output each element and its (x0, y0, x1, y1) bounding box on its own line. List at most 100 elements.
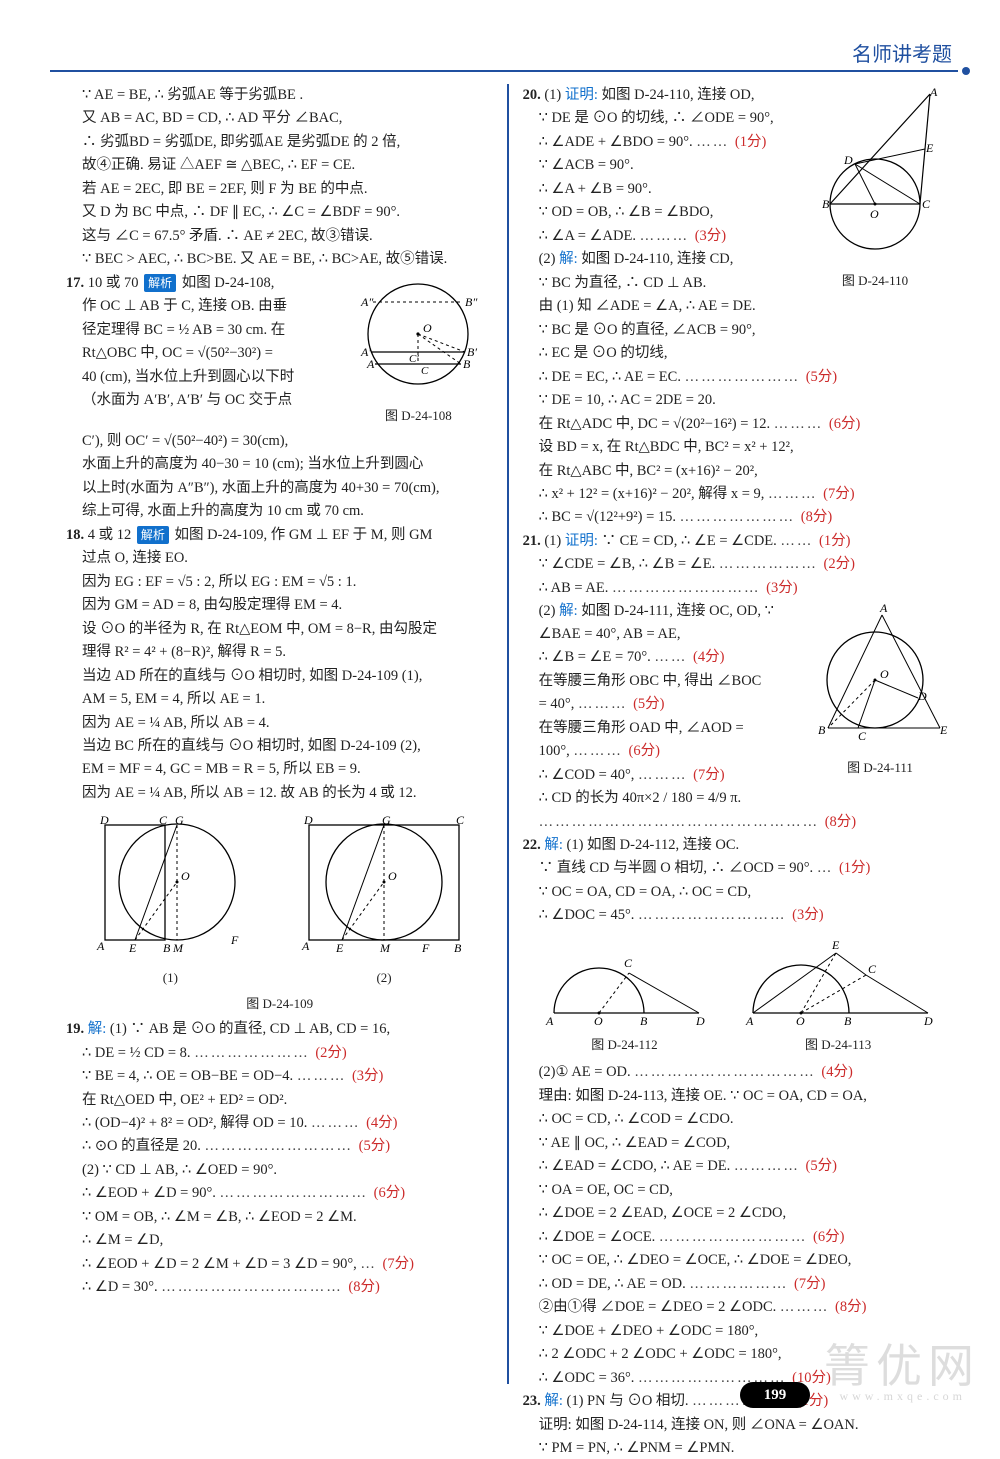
text-line: ∵ 直线 CD 与半圆 O 相切, ∴ ∠OCD = 90°. … (1分) (523, 857, 950, 879)
dots: ………………… (194, 1045, 315, 1061)
text-line: ∵ BE = 4, ∴ OE = OB−BE = OD−4. ……… (3分) (66, 1065, 493, 1087)
dots: ……………………… (612, 580, 766, 596)
solution-label: 解: (559, 603, 578, 619)
dots: ……… (780, 1299, 835, 1315)
text-line: 若 AE = 2EC, 即 BE = 2EF, 则 F 为 BE 的中点. (66, 178, 493, 200)
text: ∴ BC = √(12²+9²) = 15. (539, 509, 676, 525)
svg-text:C: C (421, 365, 429, 377)
figure-caption: 图 D-24-108 (343, 406, 493, 426)
text-line: 故④正确. 易证 △AEF ≅ △BEC, ∴ EF = CE. (66, 154, 493, 176)
text: ∵ 直线 CD 与半圆 O 相切, ∴ ∠OCD = 90°. (539, 860, 814, 876)
analysis-badge: 解析 (144, 274, 176, 293)
dots: …………………………………………… (539, 814, 825, 830)
score: (4分) (366, 1115, 397, 1131)
text: (2) (539, 251, 556, 267)
dots: ……… (640, 228, 695, 244)
text-line: ∵ OC = OA, CD = OA, ∴ OC = CD, (523, 881, 950, 903)
score: (6分) (374, 1185, 405, 1201)
dots: …………………………… (161, 1279, 348, 1295)
text: ∴ AB = AE. (539, 580, 609, 596)
text-line: (2)① AE = OD. …………………………… (4分) (523, 1061, 950, 1083)
svg-text:O: O (388, 869, 397, 883)
text: 100°, (539, 743, 570, 759)
text: (1) ∵ AB 是 ⊙O 的直径, CD ⊥ AB, CD = 16, (110, 1021, 390, 1037)
text-line: 当边 AD 所在的直线与 ⊙O 相切时, 如图 D-24-109 (1), (66, 665, 493, 687)
text-line: ∵ AE ∥ OC, ∴ ∠EAD = ∠COD, (523, 1132, 950, 1154)
q-number: 18. (66, 527, 84, 543)
text-line: (2) ∵ CD ⊥ AB, ∴ ∠OED = 90°. (66, 1159, 493, 1181)
text-line: ∴ ∠D = 30°. …………………………… (8分) (66, 1276, 493, 1298)
text-line: ∴ BC = √(12²+9²) = 15. ………………… (8分) (523, 506, 950, 528)
svg-text:A: A (929, 85, 938, 99)
text: ∴ ∠B = ∠E = 70°. (539, 649, 651, 665)
text: 如图 D-24-109, 作 GM ⊥ EF 于 M, 则 GM (175, 527, 433, 543)
svg-text:O: O (880, 667, 889, 681)
text-line: ∴ OC = CD, ∴ ∠COD = ∠CDO. (523, 1108, 950, 1130)
svg-text:B: B (454, 941, 462, 955)
text-line: 理由: 如图 D-24-113, 连接 OE. ∵ OC = OA, CD = … (523, 1085, 950, 1107)
text-line: 由 (1) 知 ∠ADE = ∠A, ∴ AE = DE. (523, 295, 950, 317)
q-number: 23. (523, 1393, 541, 1409)
text: ∴ ∠DOE = ∠OCE. (539, 1229, 656, 1245)
score: (4分) (693, 649, 724, 665)
text-line: ∴ CD 的长为 40π×2 / 180 = 4/9 π. (523, 787, 950, 809)
figure-caption: 图 D-24-111 (810, 758, 950, 778)
dots: ……… (774, 416, 829, 432)
svg-text:B: B (818, 723, 826, 737)
svg-text:B: B (822, 197, 830, 211)
text: 如图 D-24-108, (182, 275, 275, 291)
score: (3分) (792, 907, 823, 923)
score: (7分) (693, 767, 724, 783)
text: ∴ ∠ODC = 36°. (539, 1370, 635, 1386)
text: ∵ ∠CDE = ∠B, ∴ ∠B = ∠E. (539, 556, 716, 572)
text: ∴ DE = ½ CD = 8. (82, 1045, 191, 1061)
score: (8分) (825, 814, 856, 830)
text-line: 在 Rt△ABC 中, BC² = (x+16)² − 20², (523, 460, 950, 482)
score: (3分) (695, 228, 726, 244)
score: (3分) (766, 580, 797, 596)
proof-label: 证明: (565, 87, 598, 103)
svg-text:D: D (695, 1014, 705, 1028)
svg-text:A: A (96, 939, 105, 953)
score: (7分) (383, 1256, 414, 1272)
text: = 40°, (539, 696, 575, 712)
svg-text:D: D (99, 813, 109, 827)
score: (6分) (829, 416, 860, 432)
dots: ……………………… (220, 1185, 374, 1201)
dots: … (817, 860, 839, 876)
score: (1分) (839, 860, 870, 876)
left-column: ∵ AE = BE, ∴ 劣弧AE 等于劣弧BE . 又 AB = AC, BD… (66, 84, 493, 1384)
text-line: ∴ (OD−4)² + 8² = OD², 解得 OD = 10. ……… (4… (66, 1112, 493, 1134)
svg-text:B″: B″ (465, 295, 478, 309)
text-line: ∵ DE = 10, ∴ AC = 2DE = 20. (523, 389, 950, 411)
svg-text:F: F (230, 933, 239, 947)
score: (7分) (794, 1276, 825, 1292)
header-rule (50, 70, 958, 72)
score: (6分) (629, 743, 660, 759)
text-line: 水面上升的高度为 40−30 = 10 (cm); 当水位上升到圆心 (66, 453, 493, 475)
svg-text:A: A (745, 1014, 754, 1028)
watermark-url: www.mxqe.com (839, 1389, 966, 1404)
text: (2)① AE = OD. (539, 1064, 631, 1080)
svg-text:E: E (939, 723, 948, 737)
text: ∴ ∠DOC = 45°. (539, 907, 635, 923)
q-number: 17. (66, 275, 84, 291)
text: 10 或 70 (88, 275, 139, 291)
text-line: 综上可得, 水面上升的高度为 10 cm 或 70 cm. (66, 500, 493, 522)
q19: 19. 解: (1) ∵ AB 是 ⊙O 的直径, CD ⊥ AB, CD = … (66, 1018, 493, 1040)
dots: ……… (768, 486, 823, 502)
text: ②由①得 ∠DOE = ∠DEO = 2 ∠ODC. (539, 1299, 777, 1315)
text-line: ∴ ∠DOC = 45°. ……………………… (3分) (523, 904, 950, 926)
svg-text:B: B (844, 1014, 852, 1028)
text-line: ∵ AE = BE, ∴ 劣弧AE 等于劣弧BE . (66, 84, 493, 106)
figure-d24-111: O A B E C D 图 D-24-111 (810, 600, 950, 782)
svg-text:C: C (624, 956, 633, 970)
text-line: ∴ ∠EOD + ∠D = 2 ∠M + ∠D = 3 ∠D = 90°, … … (66, 1253, 493, 1275)
text-line: ∴ ∠EOD + ∠D = 90°. ……………………… (6分) (66, 1182, 493, 1204)
dots: ……………………… (204, 1138, 358, 1154)
score: (5分) (359, 1138, 390, 1154)
text-line: ∴ AB = AE. ……………………… (3分) (523, 577, 950, 599)
dots: ………………… (685, 369, 806, 385)
dots: ……………… (689, 1276, 794, 1292)
text-line: ∵ OC = OE, ∴ ∠DEO = ∠OCE, ∴ ∠DOE = ∠DEO, (523, 1249, 950, 1271)
